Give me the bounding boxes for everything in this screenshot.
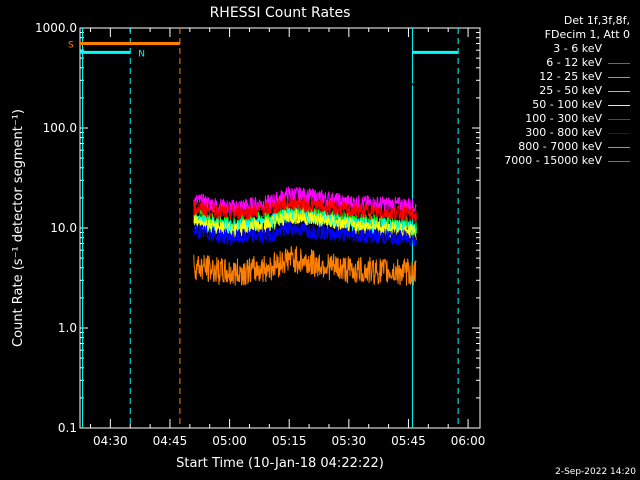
legend-item: 3 - 6 keV (504, 42, 630, 56)
x-tick-label: 06:00 (451, 434, 486, 448)
y-axis: 0.1 1.0 10.0 100.0 1000.0 (35, 21, 480, 435)
legend-swatch (608, 104, 630, 106)
legend-header-2: FDecim 1, Att 0 (544, 28, 630, 41)
legend-item: 50 - 100 keV (504, 98, 630, 112)
legend-header-1: Det 1f,3f,8f, (563, 14, 630, 27)
legend-item-label: 50 - 100 keV (532, 98, 602, 111)
legend-item: 7000 - 15000 keV (504, 154, 630, 168)
legend: Det 1f,3f,8f, FDecim 1, Att 0 3 - 6 keV 6… (504, 14, 630, 168)
legend-item: 6 - 12 keV (504, 56, 630, 70)
y-axis-label: Count Rate (s⁻¹ detector segment⁻¹) (11, 109, 26, 347)
x-tick-label: 05:15 (272, 434, 307, 448)
y-tick-label: 1.0 (58, 321, 77, 335)
state-bar-label: N (138, 49, 145, 59)
legend-item-label: 800 - 7000 keV (518, 140, 602, 153)
state-bar-label: S (68, 40, 74, 50)
legend-swatch (608, 62, 630, 64)
legend-item: 25 - 50 keV (504, 84, 630, 98)
legend-item-label: 25 - 50 keV (539, 84, 602, 97)
legend-item: 300 - 800 keV (504, 126, 630, 140)
x-tick-label: 04:30 (93, 434, 128, 448)
timestamp: 2-Sep-2022 14:20 (555, 467, 636, 477)
y-tick-label: 10.0 (50, 221, 77, 235)
legend-swatch (608, 132, 630, 134)
y-tick-label: 0.1 (58, 421, 77, 435)
y-tick-label: 100.0 (43, 121, 77, 135)
series-group (193, 82, 417, 287)
legend-swatch (608, 160, 630, 162)
legend-item-label: 7000 - 15000 keV (504, 154, 602, 167)
series-line (193, 195, 417, 223)
x-tick-label: 05:45 (391, 434, 426, 448)
legend-swatch (608, 48, 630, 50)
chart-title: RHESSI Count Rates (210, 5, 351, 21)
legend-swatch (608, 118, 630, 120)
legend-item-label: 6 - 12 keV (546, 56, 602, 69)
x-axis: 04:30 04:45 05:00 05:15 05:30 05:45 06:00 (89, 28, 486, 448)
legend-item: 100 - 300 keV (504, 112, 630, 126)
series-line (193, 82, 417, 87)
legend-item: 12 - 25 keV (504, 70, 630, 84)
legend-item-label: 3 - 6 keV (553, 42, 602, 55)
legend-swatch (608, 76, 630, 78)
plot-frame (79, 27, 481, 429)
series-line (193, 221, 417, 247)
legend-item: 800 - 7000 keV (504, 140, 630, 154)
series-line (193, 246, 417, 287)
legend-item-label: 100 - 300 keV (525, 112, 602, 125)
x-tick-label: 05:30 (332, 434, 367, 448)
legend-item-label: 300 - 800 keV (525, 126, 602, 139)
x-axis-label: Start Time (10-Jan-18 04:22:22) (176, 456, 384, 471)
time-markers: SN (68, 28, 459, 428)
legend-swatch (608, 90, 630, 92)
x-tick-label: 05:00 (212, 434, 247, 448)
y-tick-label: 1000.0 (35, 21, 77, 35)
x-tick-label: 04:45 (153, 434, 188, 448)
legend-swatch (608, 146, 630, 148)
legend-item-label: 12 - 25 keV (539, 70, 602, 83)
